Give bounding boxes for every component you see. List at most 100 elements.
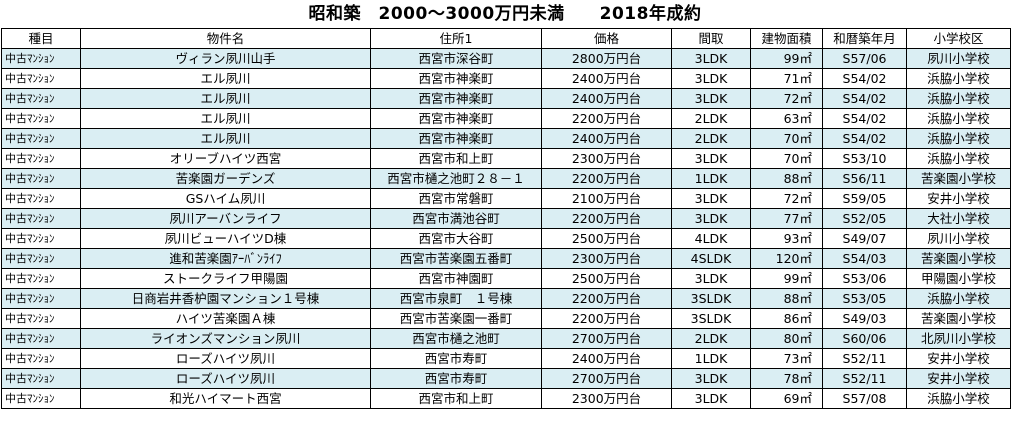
cell-school[interactable]: 浜脇小学校 <box>906 148 1011 169</box>
cell-property-name[interactable]: エル夙川 <box>80 68 371 89</box>
cell-price[interactable]: 2400万円台 <box>541 348 672 369</box>
cell-type[interactable]: 中古ﾏﾝｼｮﾝ <box>1 88 81 109</box>
cell-address[interactable]: 西宮市和上町 <box>370 148 542 169</box>
cell-area[interactable]: 88㎡ <box>750 168 823 189</box>
cell-type[interactable]: 中古ﾏﾝｼｮﾝ <box>1 68 81 89</box>
cell-price[interactable]: 2200万円台 <box>541 108 672 129</box>
cell-address[interactable]: 西宮市神園町 <box>370 268 542 289</box>
cell-built[interactable]: S53/06 <box>822 268 907 289</box>
cell-property-name[interactable]: ローズハイツ夙川 <box>80 348 371 369</box>
cell-property-name[interactable]: エル夙川 <box>80 108 371 129</box>
cell-built[interactable]: S57/08 <box>822 388 907 409</box>
cell-type[interactable]: 中古ﾏﾝｼｮﾝ <box>1 148 81 169</box>
cell-address[interactable]: 西宮市神楽町 <box>370 88 542 109</box>
cell-area[interactable]: 72㎡ <box>750 88 823 109</box>
cell-address[interactable]: 西宮市神楽町 <box>370 108 542 129</box>
cell-price[interactable]: 2400万円台 <box>541 68 672 89</box>
cell-school[interactable]: 浜脇小学校 <box>906 388 1011 409</box>
cell-built[interactable]: S52/11 <box>822 348 907 369</box>
cell-area[interactable]: 93㎡ <box>750 228 823 249</box>
cell-layout[interactable]: 3LDK <box>671 68 751 89</box>
cell-layout[interactable]: 1LDK <box>671 168 751 189</box>
cell-price[interactable]: 2200万円台 <box>541 288 672 309</box>
cell-area[interactable]: 69㎡ <box>750 388 823 409</box>
cell-type[interactable]: 中古ﾏﾝｼｮﾝ <box>1 288 81 309</box>
cell-property-name[interactable]: ローズハイツ夙川 <box>80 368 371 389</box>
cell-area[interactable]: 99㎡ <box>750 268 823 289</box>
cell-built[interactable]: S49/03 <box>822 308 907 329</box>
cell-built[interactable]: S52/11 <box>822 368 907 389</box>
cell-school[interactable]: 浜脇小学校 <box>906 128 1011 149</box>
cell-built[interactable]: S52/05 <box>822 208 907 229</box>
cell-school[interactable]: 苦楽園小学校 <box>906 168 1011 189</box>
cell-school[interactable]: 安井小学校 <box>906 188 1011 209</box>
cell-property-name[interactable]: GSハイム夙川 <box>80 188 371 209</box>
cell-address[interactable]: 西宮市満池谷町 <box>370 208 542 229</box>
cell-built[interactable]: S59/05 <box>822 188 907 209</box>
header-cell-address[interactable]: 住所1 <box>370 28 542 49</box>
cell-property-name[interactable]: ストークライフ甲陽園 <box>80 268 371 289</box>
cell-price[interactable]: 2300万円台 <box>541 148 672 169</box>
cell-built[interactable]: S57/06 <box>822 48 907 69</box>
cell-property-name[interactable]: ライオンズマンション夙川 <box>80 328 371 349</box>
cell-layout[interactable]: 3SLDK <box>671 288 751 309</box>
cell-area[interactable]: 99㎡ <box>750 48 823 69</box>
cell-price[interactable]: 2200万円台 <box>541 168 672 189</box>
cell-school[interactable]: 安井小学校 <box>906 348 1011 369</box>
cell-area[interactable]: 77㎡ <box>750 208 823 229</box>
cell-property-name[interactable]: ヴィラン夙川山手 <box>80 48 371 69</box>
cell-built[interactable]: S54/02 <box>822 88 907 109</box>
cell-school[interactable]: 浜脇小学校 <box>906 68 1011 89</box>
cell-layout[interactable]: 3LDK <box>671 208 751 229</box>
cell-type[interactable]: 中古ﾏﾝｼｮﾝ <box>1 348 81 369</box>
cell-layout[interactable]: 3LDK <box>671 368 751 389</box>
cell-layout[interactable]: 2LDK <box>671 108 751 129</box>
cell-school[interactable]: 北夙川小学校 <box>906 328 1011 349</box>
cell-school[interactable]: 夙川小学校 <box>906 228 1011 249</box>
cell-area[interactable]: 78㎡ <box>750 368 823 389</box>
cell-layout[interactable]: 2LDK <box>671 328 751 349</box>
cell-address[interactable]: 西宮市神楽町 <box>370 68 542 89</box>
cell-area[interactable]: 63㎡ <box>750 108 823 129</box>
cell-property-name[interactable]: ハイツ苦楽園Ａ棟 <box>80 308 371 329</box>
cell-area[interactable]: 86㎡ <box>750 308 823 329</box>
header-cell-built[interactable]: 和暦築年月 <box>822 28 907 49</box>
cell-built[interactable]: S56/11 <box>822 168 907 189</box>
cell-type[interactable]: 中古ﾏﾝｼｮﾝ <box>1 228 81 249</box>
cell-type[interactable]: 中古ﾏﾝｼｮﾝ <box>1 328 81 349</box>
cell-layout[interactable]: 4LDK <box>671 228 751 249</box>
cell-layout[interactable]: 3LDK <box>671 48 751 69</box>
cell-type[interactable]: 中古ﾏﾝｼｮﾝ <box>1 368 81 389</box>
cell-layout[interactable]: 4SLDK <box>671 248 751 269</box>
cell-area[interactable]: 73㎡ <box>750 348 823 369</box>
cell-built[interactable]: S60/06 <box>822 328 907 349</box>
cell-layout[interactable]: 2LDK <box>671 128 751 149</box>
cell-price[interactable]: 2400万円台 <box>541 88 672 109</box>
cell-price[interactable]: 2300万円台 <box>541 388 672 409</box>
cell-built[interactable]: S53/05 <box>822 288 907 309</box>
header-cell-property[interactable]: 物件名 <box>80 28 371 49</box>
cell-price[interactable]: 2300万円台 <box>541 248 672 269</box>
cell-address[interactable]: 西宮市苦楽園五番町 <box>370 248 542 269</box>
cell-area[interactable]: 71㎡ <box>750 68 823 89</box>
cell-property-name[interactable]: 夙川ビューハイツD棟 <box>80 228 371 249</box>
cell-address[interactable]: 西宮市樋之池町２８－１ <box>370 168 542 189</box>
cell-school[interactable]: 苦楽園小学校 <box>906 308 1011 329</box>
cell-address[interactable]: 西宮市寿町 <box>370 368 542 389</box>
cell-address[interactable]: 西宮市樋之池町 <box>370 328 542 349</box>
cell-school[interactable]: 浜脇小学校 <box>906 88 1011 109</box>
cell-price[interactable]: 2400万円台 <box>541 128 672 149</box>
cell-area[interactable]: 88㎡ <box>750 288 823 309</box>
header-cell-type[interactable]: 種目 <box>1 28 81 49</box>
cell-area[interactable]: 70㎡ <box>750 128 823 149</box>
cell-layout[interactable]: 3LDK <box>671 148 751 169</box>
cell-built[interactable]: S49/07 <box>822 228 907 249</box>
cell-price[interactable]: 2100万円台 <box>541 188 672 209</box>
cell-type[interactable]: 中古ﾏﾝｼｮﾝ <box>1 248 81 269</box>
cell-price[interactable]: 2500万円台 <box>541 228 672 249</box>
cell-type[interactable]: 中古ﾏﾝｼｮﾝ <box>1 188 81 209</box>
cell-property-name[interactable]: 和光ハイマート西宮 <box>80 388 371 409</box>
cell-property-name[interactable]: 日商岩井香枦園マンション１号棟 <box>80 288 371 309</box>
cell-property-name[interactable]: 苦楽園ガーデンズ <box>80 168 371 189</box>
cell-property-name[interactable]: 夙川アーバンライフ <box>80 208 371 229</box>
